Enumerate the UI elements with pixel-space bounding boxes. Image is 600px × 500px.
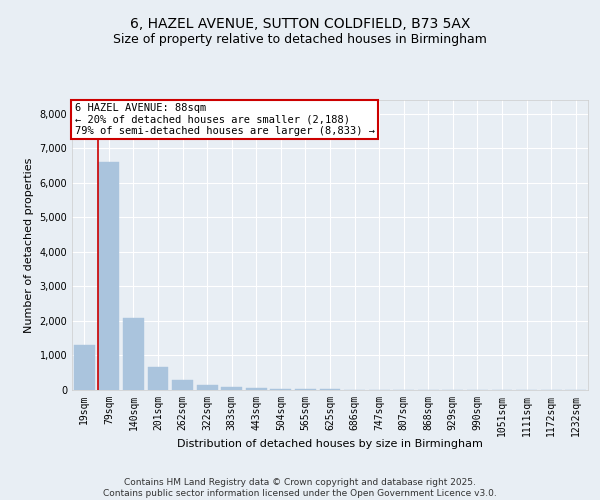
Text: Contains HM Land Registry data © Crown copyright and database right 2025.
Contai: Contains HM Land Registry data © Crown c… bbox=[103, 478, 497, 498]
Bar bbox=[98, 162, 119, 390]
Bar bbox=[123, 318, 144, 390]
Bar bbox=[74, 345, 95, 390]
Text: Size of property relative to detached houses in Birmingham: Size of property relative to detached ho… bbox=[113, 32, 487, 46]
Bar bbox=[148, 366, 169, 390]
Bar bbox=[197, 385, 218, 390]
Text: 6, HAZEL AVENUE, SUTTON COLDFIELD, B73 5AX: 6, HAZEL AVENUE, SUTTON COLDFIELD, B73 5… bbox=[130, 18, 470, 32]
Bar bbox=[246, 388, 267, 390]
X-axis label: Distribution of detached houses by size in Birmingham: Distribution of detached houses by size … bbox=[177, 439, 483, 449]
Text: 6 HAZEL AVENUE: 88sqm
← 20% of detached houses are smaller (2,188)
79% of semi-d: 6 HAZEL AVENUE: 88sqm ← 20% of detached … bbox=[74, 103, 374, 136]
Bar bbox=[221, 387, 242, 390]
Bar bbox=[172, 380, 193, 390]
Y-axis label: Number of detached properties: Number of detached properties bbox=[24, 158, 34, 332]
Bar bbox=[271, 389, 292, 390]
